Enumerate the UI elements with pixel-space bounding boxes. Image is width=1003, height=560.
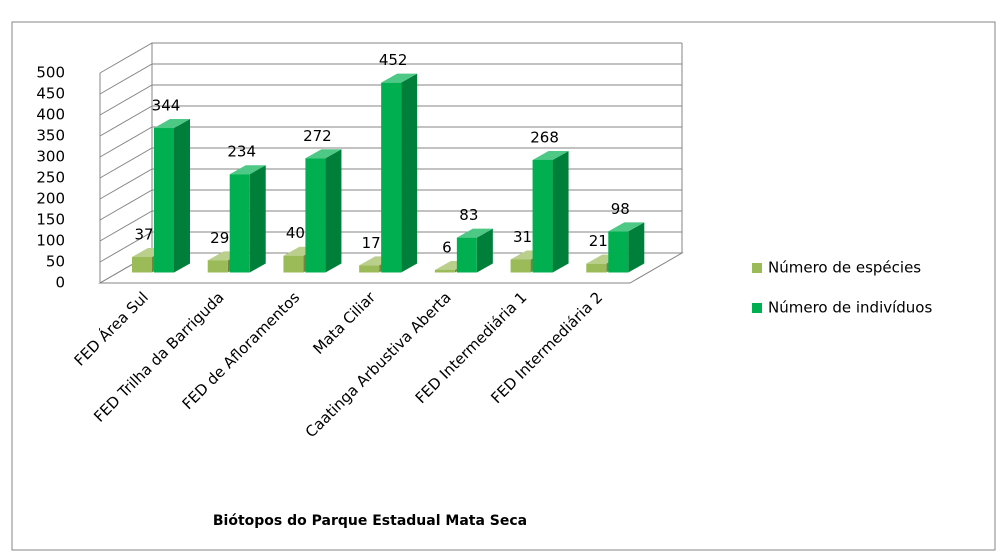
bar-front: [586, 263, 607, 273]
value-label: 29: [210, 229, 229, 247]
bar-front: [510, 259, 531, 273]
bar-front: [132, 256, 152, 273]
bar-front: [456, 237, 477, 273]
bar-side: [552, 150, 569, 273]
value-label: 272: [303, 127, 332, 145]
y-tick-label: 250: [36, 169, 65, 187]
y-tick-label: 50: [46, 253, 65, 271]
y-tick-label: 150: [36, 211, 65, 229]
bar-front: [305, 158, 326, 273]
bar-front: [283, 255, 304, 273]
bar: [532, 150, 569, 273]
bar-front: [434, 269, 455, 273]
bar-side: [628, 222, 645, 273]
bar-top: [456, 228, 493, 238]
y-tick-label: 500: [36, 64, 65, 82]
y-tick-label: 450: [36, 85, 65, 103]
bar-front: [359, 265, 380, 273]
legend-label: Número de indivíduos: [768, 299, 932, 317]
bar-top: [532, 150, 569, 160]
bar-front: [608, 231, 629, 273]
value-label: 40: [286, 224, 305, 242]
bar: [381, 73, 418, 273]
chart-border: [11, 21, 996, 551]
bar: [456, 228, 493, 273]
value-label: 234: [227, 143, 256, 161]
value-label: 344: [152, 97, 181, 115]
bar-side: [476, 228, 493, 273]
x-axis-title: Biótopos do Parque Estadual Mata Seca: [213, 513, 527, 529]
value-label: 37: [134, 225, 153, 243]
value-label: 268: [530, 128, 559, 146]
y-tick-label: 100: [36, 232, 65, 250]
y-tick-label: 200: [36, 190, 65, 208]
value-label: 31: [513, 228, 532, 246]
bar-front: [207, 260, 228, 273]
bar-front: [381, 82, 402, 273]
legend-swatch: [752, 303, 762, 313]
legend-label: Número de espécies: [768, 259, 921, 277]
legend-swatch: [752, 263, 762, 273]
value-label: 17: [362, 234, 381, 252]
value-label: 452: [379, 51, 408, 69]
bar-top: [229, 165, 266, 175]
y-tick-label: 300: [36, 148, 65, 166]
bar: [608, 222, 645, 273]
value-label: 21: [589, 232, 608, 250]
bar-top: [154, 119, 190, 129]
bar: [229, 165, 266, 273]
bar: [305, 149, 342, 273]
y-tick-label: 350: [36, 127, 65, 145]
bar-side: [401, 73, 418, 273]
value-label: 6: [442, 238, 452, 256]
bar-side: [249, 165, 266, 273]
bar: [154, 119, 190, 273]
value-label: 98: [611, 200, 630, 218]
bar-top: [608, 222, 645, 232]
bar-front: [532, 159, 553, 273]
bar-side: [174, 119, 190, 273]
y-tick-label: 400: [36, 106, 65, 124]
bar-top: [305, 149, 342, 159]
bar-top: [381, 73, 418, 83]
bar-side: [325, 149, 342, 273]
y-tick-label: 0: [55, 274, 65, 292]
bar-front: [229, 174, 250, 273]
bar-front: [154, 128, 174, 273]
value-label: 83: [459, 206, 478, 224]
